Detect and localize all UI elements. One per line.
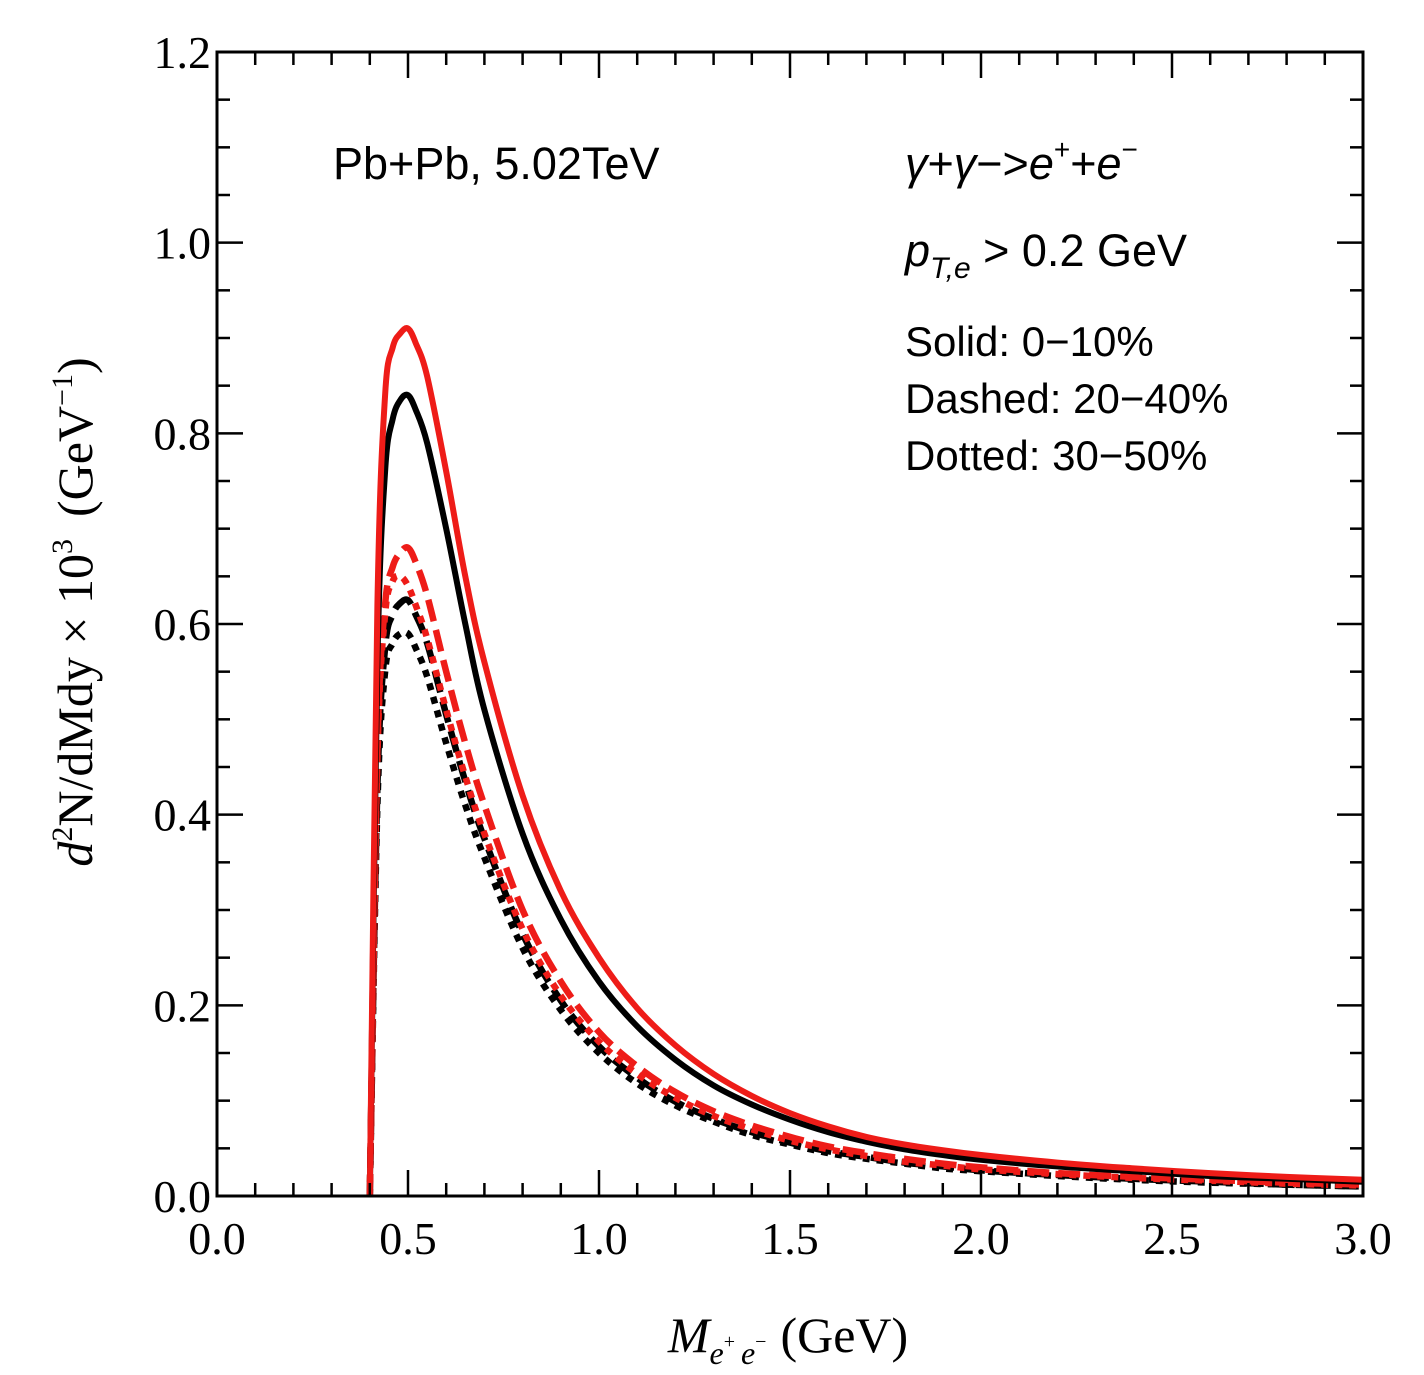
series-red-dashed: [366, 544, 1364, 1197]
y-tick-label: 0.6: [154, 599, 212, 650]
plot-frame: [215, 50, 1365, 1198]
process-annotation: γ+γ−>e++e−: [905, 134, 1138, 189]
cut-annotation: pT,e > 0.2 GeV: [903, 225, 1187, 285]
y-tick-label: 0.4: [154, 790, 212, 841]
x-tick-label: 0.0: [188, 1213, 246, 1264]
axis-ticks: [215, 50, 1365, 1198]
series-black-solid: [366, 391, 1364, 1197]
y-tick-label: 0.8: [154, 408, 212, 459]
x-tick-label: 1.0: [570, 1213, 628, 1264]
x-tick-label: 2.0: [952, 1213, 1010, 1264]
y-tick-label: 0.2: [154, 980, 212, 1031]
legend-solid: Solid: 0−10%: [905, 318, 1154, 365]
legend-dotted: Dotted: 30−50%: [905, 432, 1207, 479]
x-tick-label: 0.5: [379, 1213, 437, 1264]
x-tick-label: 2.5: [1143, 1213, 1201, 1264]
x-axis-label: Me+ e− (GeV): [667, 1307, 908, 1371]
system-annotation: Pb+Pb, 5.02TeV: [333, 138, 660, 189]
x-tick-labels: 0.0 0.5 1.0 1.5 2.0 2.5 3.0: [188, 1213, 1392, 1264]
y-tick-label: 1.0: [154, 218, 212, 269]
series-red-dotted: [366, 572, 1364, 1197]
y-tick-label: 0.0: [154, 1171, 212, 1222]
y-axis-label: d2N/dMdy × 103(GeV−1): [46, 357, 103, 866]
x-tick-label: 1.5: [761, 1213, 819, 1264]
curves: [366, 325, 1364, 1197]
x-tick-label: 3.0: [1334, 1213, 1392, 1264]
y-tick-label: 1.2: [154, 27, 212, 78]
y-tick-labels: 0.0 0.2 0.4 0.6 0.8 1.0 1.2: [154, 27, 212, 1222]
legend-dashed: Dashed: 20−40%: [905, 375, 1228, 422]
series-red-solid: [366, 325, 1364, 1197]
